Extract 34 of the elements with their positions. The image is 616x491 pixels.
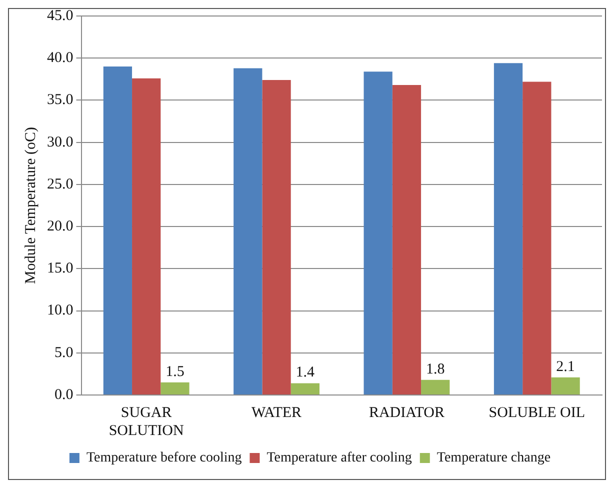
bar	[551, 377, 580, 394]
y-tick-label: 30.0	[47, 134, 74, 150]
y-tick-label: 15.0	[47, 260, 74, 277]
x-tick-label: SUGAR SOLUTION	[108, 404, 184, 439]
y-tick-label: 45.0	[47, 8, 74, 24]
legend-label: Temperature after cooling	[266, 450, 412, 466]
y-tick-label: 0.0	[54, 386, 74, 403]
y-tick-label: 35.0	[47, 92, 74, 108]
data-label: 2.1	[556, 358, 575, 375]
y-tick-label: 40.0	[47, 50, 74, 66]
y-tick-label: 5.0	[54, 344, 74, 361]
y-tick-label: 25.0	[47, 176, 74, 192]
x-tick-label: WATER	[252, 404, 302, 421]
bar	[103, 66, 132, 394]
legend-label: Temperature before cooling	[86, 450, 242, 466]
bar	[160, 382, 190, 394]
bar	[234, 68, 262, 394]
x-tick-label: RADIATOR	[368, 404, 445, 421]
bar	[421, 380, 450, 394]
bar	[494, 63, 523, 394]
bar	[364, 72, 392, 394]
legend-label: Temperature change	[436, 450, 551, 466]
bar	[262, 80, 291, 394]
y-tick-label: 20.0	[47, 218, 74, 234]
data-label: 1.8	[426, 361, 445, 378]
y-tick-label: 10.0	[47, 302, 74, 319]
x-tick-label: SOLUBLE OIL	[488, 404, 586, 421]
bar	[392, 85, 422, 394]
bar	[290, 383, 320, 394]
data-label: 1.4	[296, 364, 316, 381]
bar	[132, 78, 161, 394]
y-axis-title: Module Temperature (oC)	[22, 127, 39, 284]
bar	[522, 82, 552, 394]
data-label: 1.5	[166, 364, 184, 380]
